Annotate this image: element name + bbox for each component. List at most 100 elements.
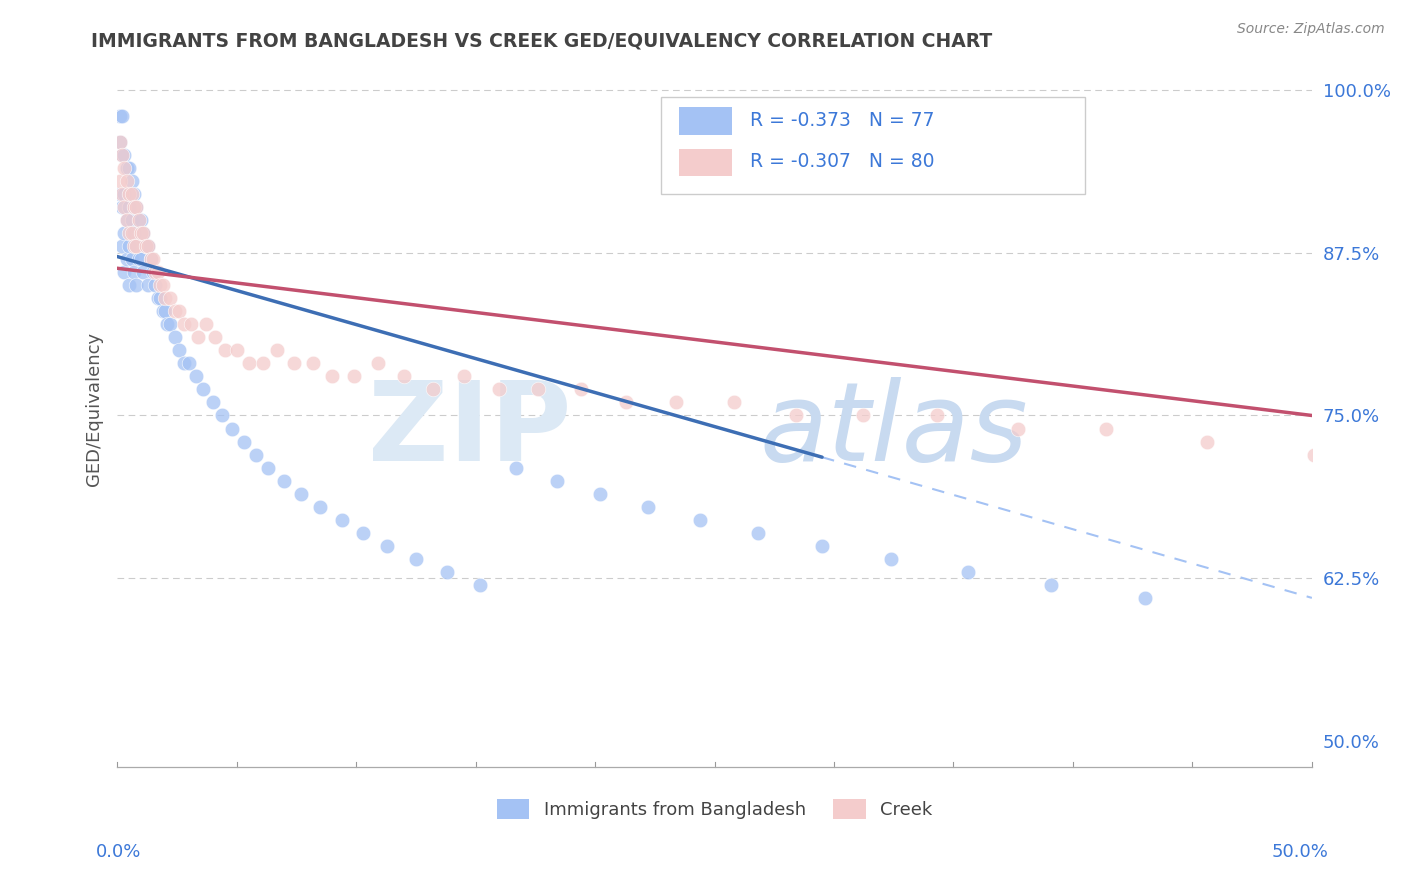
Point	[173, 356, 195, 370]
Point	[153, 304, 176, 318]
Point	[1095, 421, 1118, 435]
Point	[225, 343, 247, 358]
Point	[194, 318, 217, 332]
Point	[1195, 434, 1218, 449]
Point	[169, 343, 191, 358]
Point	[112, 186, 135, 201]
Point	[128, 213, 150, 227]
Text: 0.0%: 0.0%	[96, 843, 141, 861]
Point	[139, 252, 162, 267]
Point	[569, 383, 592, 397]
Point	[723, 395, 745, 409]
Point	[111, 239, 134, 253]
Point	[163, 304, 186, 318]
Point	[121, 186, 143, 201]
Point	[302, 356, 325, 370]
Point	[122, 200, 145, 214]
Point	[665, 395, 688, 409]
Point	[125, 278, 148, 293]
Point	[245, 448, 267, 462]
Point	[852, 409, 875, 423]
Point	[273, 474, 295, 488]
Point	[125, 239, 148, 253]
Point	[1303, 448, 1326, 462]
Point	[956, 565, 979, 579]
Point	[169, 304, 191, 318]
Point	[637, 500, 659, 514]
Point	[108, 174, 131, 188]
Point	[112, 161, 135, 175]
Point	[266, 343, 288, 358]
Point	[153, 291, 176, 305]
Point	[145, 278, 167, 293]
Point	[159, 318, 181, 332]
Point	[132, 226, 155, 240]
FancyBboxPatch shape	[661, 97, 1085, 194]
Point	[505, 460, 527, 475]
Text: R = -0.307   N = 80: R = -0.307 N = 80	[751, 153, 935, 171]
Point	[142, 252, 165, 267]
Point	[108, 135, 131, 149]
Point	[118, 186, 141, 201]
Point	[321, 369, 343, 384]
Point	[488, 383, 510, 397]
Point	[112, 200, 135, 214]
Point	[614, 395, 637, 409]
Point	[689, 513, 711, 527]
Point	[136, 239, 159, 253]
Point	[149, 278, 172, 293]
Point	[785, 409, 807, 423]
Point	[309, 500, 332, 514]
Point	[470, 578, 492, 592]
Point	[546, 474, 568, 488]
Point	[375, 539, 398, 553]
Text: atlas: atlas	[759, 377, 1028, 484]
Point	[129, 252, 152, 267]
Point	[136, 278, 159, 293]
Point	[118, 226, 141, 240]
Point	[436, 565, 458, 579]
Point	[252, 356, 274, 370]
Point	[139, 252, 162, 267]
Point	[112, 148, 135, 162]
Point	[132, 265, 155, 279]
Point	[142, 265, 165, 279]
Point	[925, 409, 948, 423]
Point	[256, 460, 278, 475]
Point	[589, 486, 612, 500]
Point	[122, 226, 145, 240]
Point	[1133, 591, 1156, 605]
Point	[111, 200, 134, 214]
Point	[290, 486, 312, 500]
Point	[221, 421, 243, 435]
Point	[112, 226, 135, 240]
Point	[453, 369, 475, 384]
Point	[149, 291, 172, 305]
Point	[184, 369, 207, 384]
Point	[152, 278, 174, 293]
Point	[118, 278, 141, 293]
Point	[132, 226, 155, 240]
Point	[128, 213, 150, 227]
Text: 50.0%: 50.0%	[1272, 843, 1329, 861]
Point	[811, 539, 834, 553]
Point	[146, 291, 169, 305]
Point	[111, 148, 134, 162]
Point	[121, 213, 143, 227]
Point	[135, 239, 157, 253]
Point	[125, 200, 148, 214]
Point	[177, 356, 200, 370]
Point	[145, 265, 167, 279]
Point	[880, 551, 903, 566]
Point	[121, 252, 143, 267]
Point	[125, 200, 148, 214]
Point	[405, 551, 427, 566]
Point	[121, 226, 143, 240]
Point	[122, 186, 145, 201]
Point	[747, 525, 769, 540]
Point	[115, 161, 138, 175]
Point	[108, 109, 131, 123]
FancyBboxPatch shape	[679, 149, 733, 176]
Point	[187, 330, 209, 344]
Point	[173, 318, 195, 332]
